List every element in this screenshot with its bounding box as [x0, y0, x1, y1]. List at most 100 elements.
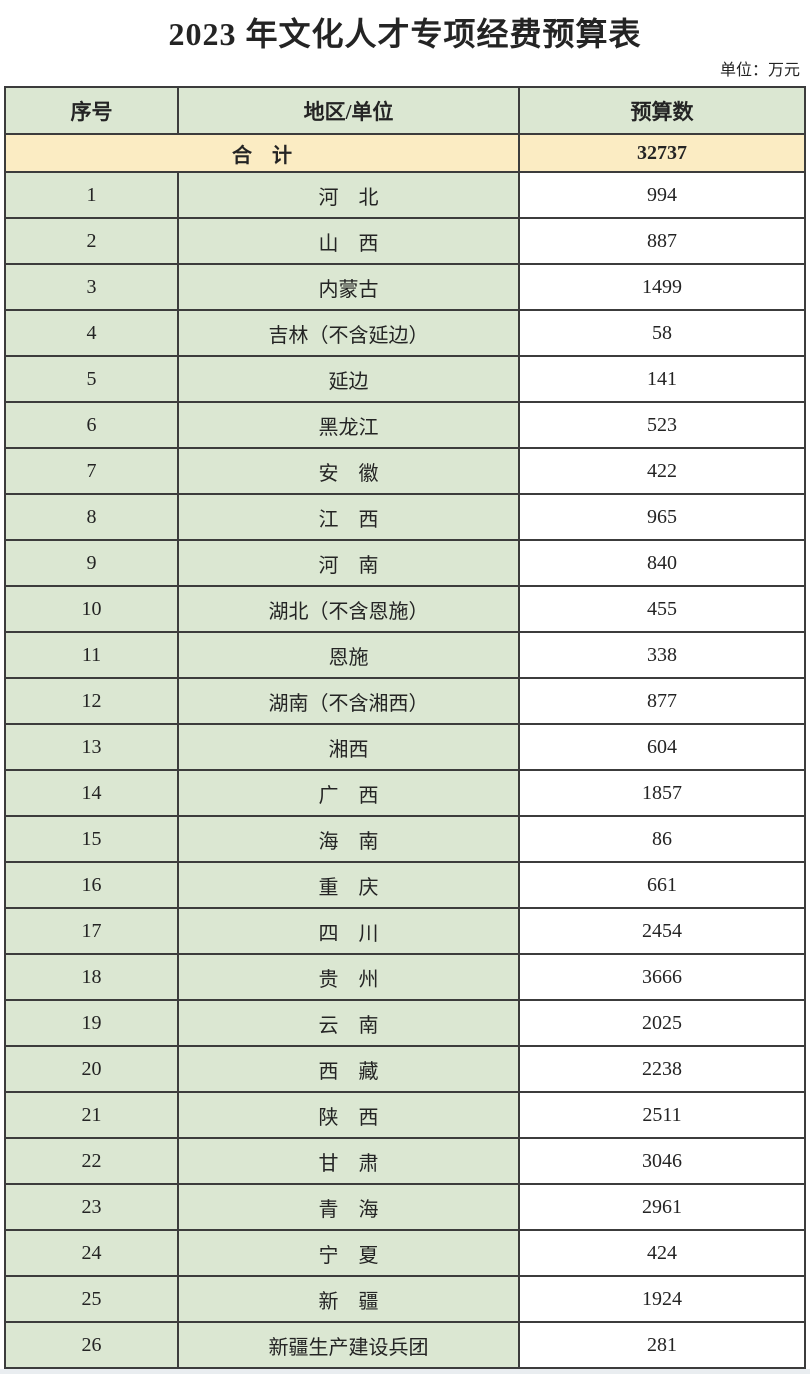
cell-no: 1 [4, 171, 179, 219]
cell-region: 贵 州 [177, 953, 520, 1001]
cell-no: 13 [4, 723, 179, 771]
table-row: 22 甘 肃 3046 [4, 1137, 806, 1185]
cell-budget: 2025 [518, 999, 806, 1047]
cell-region: 延边 [177, 355, 520, 403]
cell-budget: 58 [518, 309, 806, 357]
table-row: 26 新疆生产建设兵团 281 [4, 1321, 806, 1369]
cell-no: 4 [4, 309, 179, 357]
total-label: 合 计 [4, 133, 520, 173]
table-row: 25 新 疆 1924 [4, 1275, 806, 1323]
cell-no: 2 [4, 217, 179, 265]
cell-region: 新 疆 [177, 1275, 520, 1323]
cell-region: 内蒙古 [177, 263, 520, 311]
cell-region: 恩施 [177, 631, 520, 679]
cell-no: 22 [4, 1137, 179, 1185]
table-row: 16 重 庆 661 [4, 861, 806, 909]
cell-no: 20 [4, 1045, 179, 1093]
cell-budget: 1857 [518, 769, 806, 817]
table-row: 11 恩施 338 [4, 631, 806, 679]
cell-no: 10 [4, 585, 179, 633]
cell-budget: 2961 [518, 1183, 806, 1231]
column-header-budget: 预算数 [518, 86, 806, 135]
cell-budget: 424 [518, 1229, 806, 1277]
cell-region: 青 海 [177, 1183, 520, 1231]
cell-budget: 338 [518, 631, 806, 679]
table-row: 5 延边 141 [4, 355, 806, 403]
cell-no: 14 [4, 769, 179, 817]
table-row: 18 贵 州 3666 [4, 953, 806, 1001]
cell-region: 甘 肃 [177, 1137, 520, 1185]
cell-region: 吉林（不含延边） [177, 309, 520, 357]
cell-budget: 840 [518, 539, 806, 587]
cell-region: 四 川 [177, 907, 520, 955]
cell-no: 23 [4, 1183, 179, 1231]
table-row: 13 湘西 604 [4, 723, 806, 771]
table-row: 12 湖南（不含湘西） 877 [4, 677, 806, 725]
table-row: 17 四 川 2454 [4, 907, 806, 955]
column-header-no: 序号 [4, 86, 179, 135]
cell-no: 24 [4, 1229, 179, 1277]
cell-budget: 281 [518, 1321, 806, 1369]
cell-budget: 965 [518, 493, 806, 541]
table-header-row: 序号 地区/单位 预算数 [4, 86, 806, 135]
unit-note: 单位：万元 [719, 62, 800, 79]
table-row: 3 内蒙古 1499 [4, 263, 806, 311]
table-row: 21 陕 西 2511 [4, 1091, 806, 1139]
cell-no: 9 [4, 539, 179, 587]
cell-budget: 994 [518, 171, 806, 219]
cell-region: 河 北 [177, 171, 520, 219]
cell-budget: 422 [518, 447, 806, 495]
cell-budget: 86 [518, 815, 806, 863]
cell-no: 3 [4, 263, 179, 311]
cell-region: 山 西 [177, 217, 520, 265]
cell-region: 安 徽 [177, 447, 520, 495]
table-row: 20 西 藏 2238 [4, 1045, 806, 1093]
cell-region: 河 南 [177, 539, 520, 587]
cell-budget: 3666 [518, 953, 806, 1001]
cell-no: 11 [4, 631, 179, 679]
cell-no: 19 [4, 999, 179, 1047]
page-bottom-edge [0, 1369, 810, 1374]
cell-region: 西 藏 [177, 1045, 520, 1093]
cell-region: 江 西 [177, 493, 520, 541]
cell-budget: 2454 [518, 907, 806, 955]
cell-region: 宁 夏 [177, 1229, 520, 1277]
total-value: 32737 [518, 133, 806, 173]
cell-region: 湖北（不含恩施） [177, 585, 520, 633]
cell-no: 15 [4, 815, 179, 863]
cell-region: 湖南（不含湘西） [177, 677, 520, 725]
table-row: 23 青 海 2961 [4, 1183, 806, 1231]
table-row: 19 云 南 2025 [4, 999, 806, 1047]
table-row: 14 广 西 1857 [4, 769, 806, 817]
table-row: 24 宁 夏 424 [4, 1229, 806, 1277]
cell-no: 26 [4, 1321, 179, 1369]
cell-region: 广 西 [177, 769, 520, 817]
cell-no: 16 [4, 861, 179, 909]
cell-region: 陕 西 [177, 1091, 520, 1139]
cell-no: 21 [4, 1091, 179, 1139]
cell-region: 新疆生产建设兵团 [177, 1321, 520, 1369]
column-header-region: 地区/单位 [177, 86, 520, 135]
table-row: 10 湖北（不含恩施） 455 [4, 585, 806, 633]
cell-budget: 1924 [518, 1275, 806, 1323]
total-row: 合 计 32737 [4, 133, 806, 173]
cell-no: 12 [4, 677, 179, 725]
cell-region: 云 南 [177, 999, 520, 1047]
cell-no: 6 [4, 401, 179, 449]
cell-budget: 3046 [518, 1137, 806, 1185]
cell-budget: 523 [518, 401, 806, 449]
cell-no: 18 [4, 953, 179, 1001]
table-row: 4 吉林（不含延边） 58 [4, 309, 806, 357]
cell-region: 重 庆 [177, 861, 520, 909]
cell-budget: 141 [518, 355, 806, 403]
cell-budget: 877 [518, 677, 806, 725]
cell-budget: 2511 [518, 1091, 806, 1139]
cell-budget: 2238 [518, 1045, 806, 1093]
